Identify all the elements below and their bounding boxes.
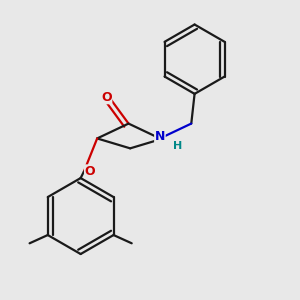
Text: O: O	[85, 165, 95, 178]
Text: O: O	[101, 91, 112, 104]
Text: H: H	[173, 141, 182, 151]
Text: N: N	[155, 130, 165, 143]
